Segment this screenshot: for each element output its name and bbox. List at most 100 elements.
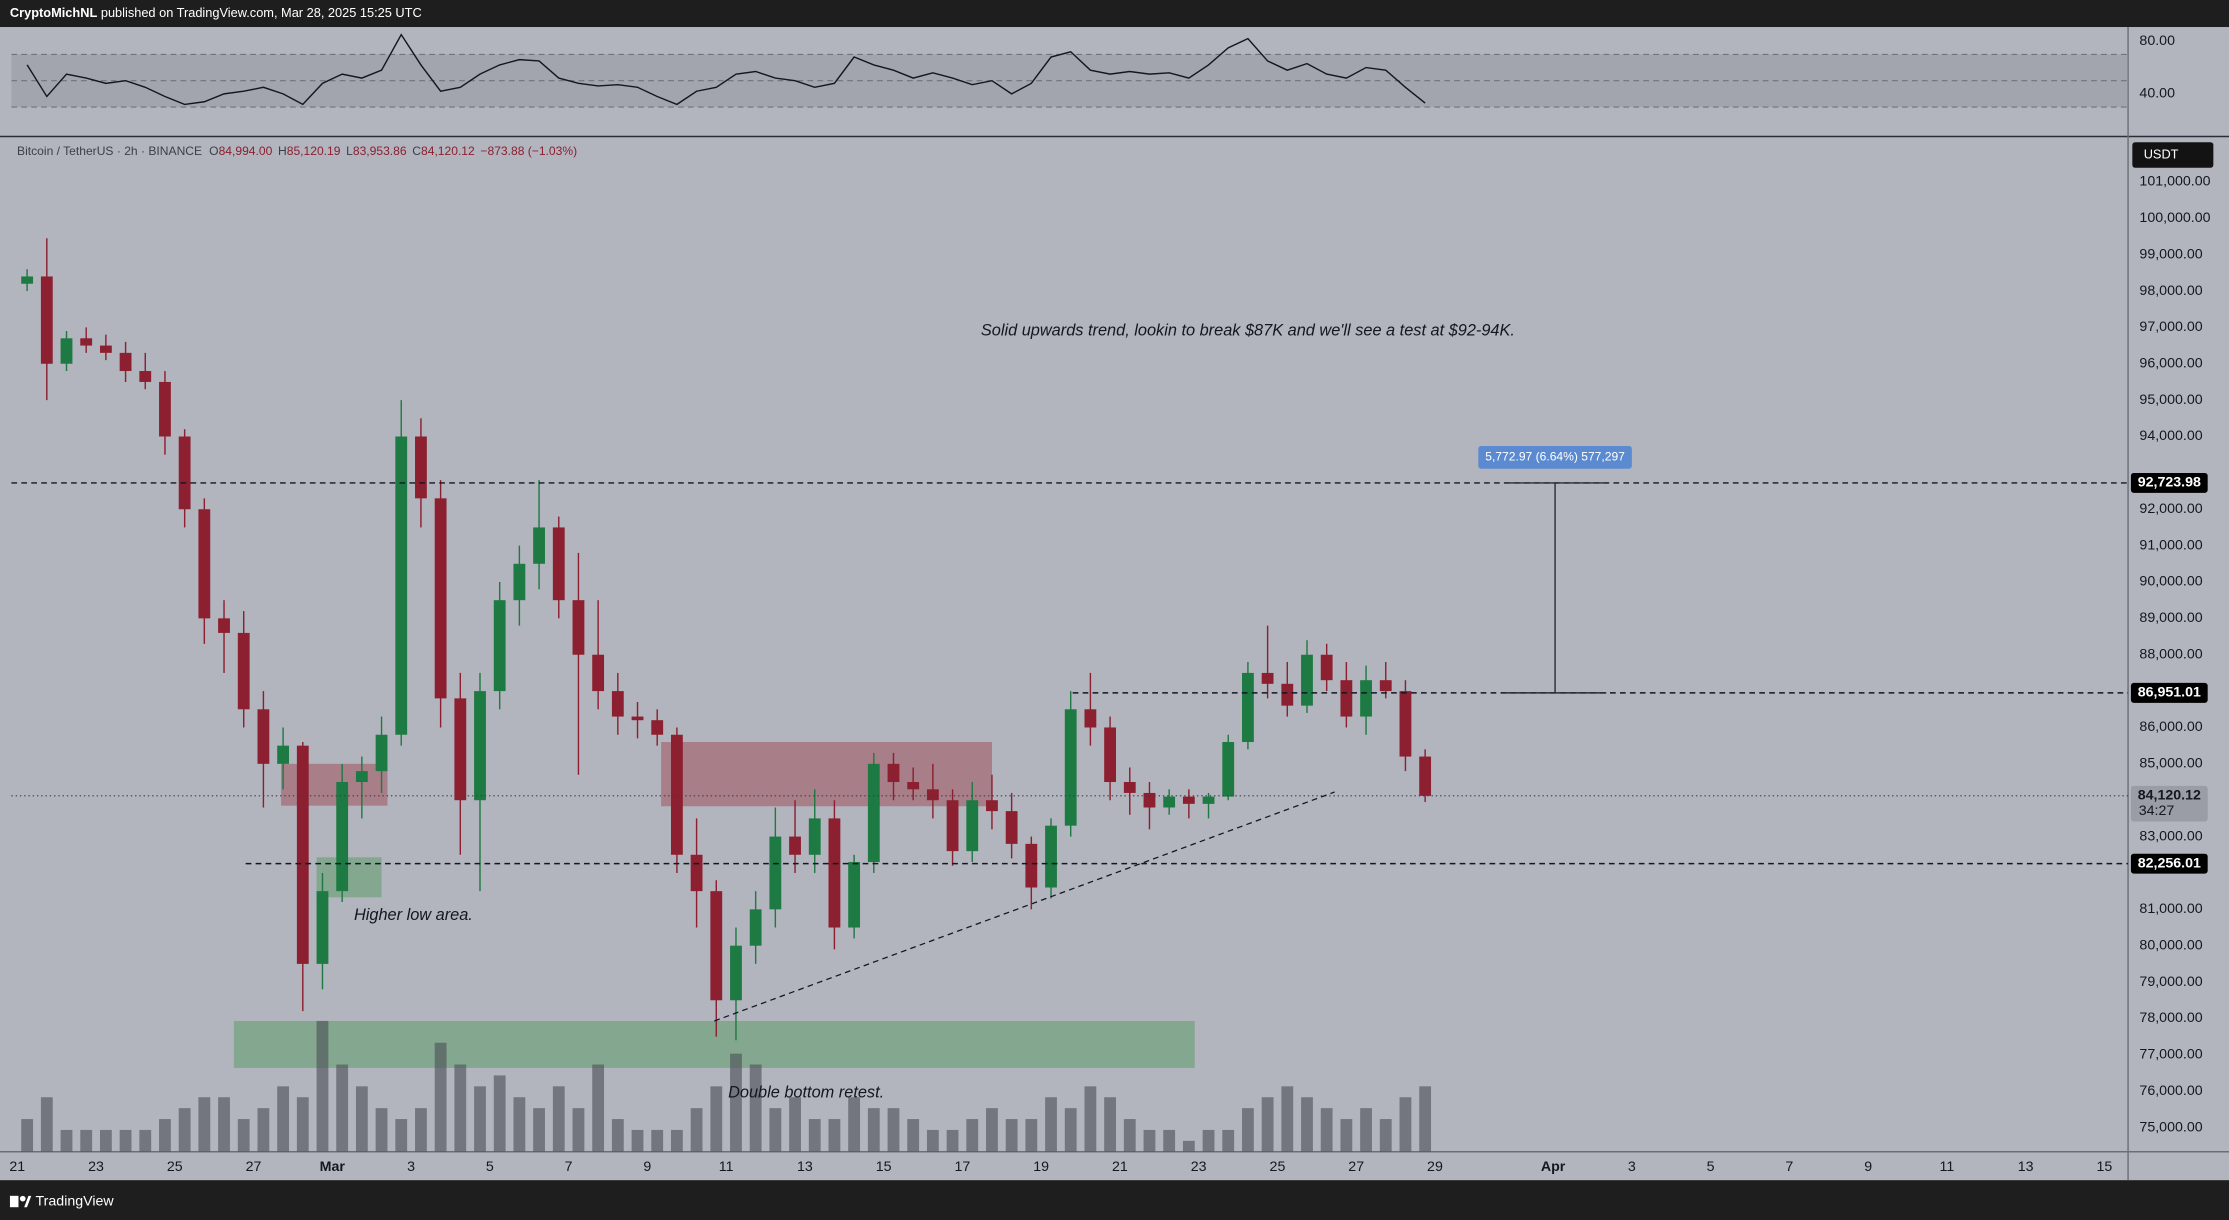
x-tick-label: 9 — [1864, 1159, 1872, 1175]
volume-bar — [1084, 1086, 1097, 1152]
candle-body — [1143, 792, 1156, 808]
candle-body — [631, 716, 644, 721]
x-tick-label: 27 — [1348, 1159, 1364, 1175]
candle-body — [198, 509, 211, 619]
level-label: 82,256.01 — [2138, 855, 2201, 871]
x-tick-label: 25 — [167, 1159, 183, 1175]
candle-body — [690, 854, 703, 892]
candle-body — [1419, 756, 1432, 796]
volume-bar — [966, 1119, 979, 1152]
candle-body — [946, 800, 959, 852]
y-tick-label: 88,000.00 — [2139, 646, 2202, 662]
y-tick-label: 85,000.00 — [2139, 756, 2202, 772]
candle-body — [1281, 683, 1294, 706]
candle-body — [670, 734, 683, 855]
candle-body — [296, 745, 309, 964]
candle-body — [454, 698, 467, 801]
candle-body — [1320, 654, 1333, 681]
volume-bar — [139, 1129, 152, 1152]
y-tick-label: 92,000.00 — [2139, 501, 2202, 517]
volume-bar — [415, 1108, 427, 1152]
candle-body — [1242, 672, 1254, 743]
level-label-box — [2130, 682, 2208, 703]
ohlc-name: C — [412, 144, 421, 158]
ohlc-name: L — [346, 144, 353, 158]
x-tick-label: 23 — [1191, 1159, 1207, 1175]
candle-body — [966, 800, 979, 852]
rsi-tick-label: 80.00 — [2139, 33, 2175, 49]
zone — [661, 742, 992, 807]
volume-bar — [808, 1119, 821, 1152]
volume-bar — [336, 1064, 349, 1152]
candle-body — [1379, 680, 1392, 692]
volume-bar — [986, 1108, 998, 1152]
x-tick-label: 17 — [955, 1159, 971, 1175]
volume-bar — [907, 1119, 920, 1152]
candle-body — [1301, 654, 1313, 706]
candle-body — [40, 276, 53, 364]
volume-bar — [80, 1129, 93, 1152]
volume-bar — [1005, 1119, 1018, 1152]
volume-bar — [769, 1108, 782, 1152]
candle-body — [1005, 811, 1018, 844]
y-tick-label: 89,000.00 — [2139, 610, 2202, 626]
volume-bar — [1281, 1086, 1294, 1152]
candle-body — [1123, 782, 1136, 793]
level-label: 92,723.98 — [2138, 475, 2201, 491]
volume-bar — [395, 1119, 408, 1152]
candle-body — [1261, 672, 1274, 684]
volume-bar — [533, 1108, 545, 1152]
measure-label: 5,772.97 (6.64%) 577,297 — [1485, 450, 1625, 464]
candle-body — [336, 782, 349, 892]
y-tick-label: 95,000.00 — [2139, 392, 2202, 408]
candle-body — [1045, 825, 1057, 888]
currency-box — [2132, 142, 2214, 168]
volume-bar — [651, 1129, 664, 1152]
x-tick-label: 23 — [88, 1159, 104, 1175]
last-price-box — [2130, 785, 2208, 822]
y-tick-label: 86,000.00 — [2139, 719, 2202, 735]
volume-bar — [474, 1086, 486, 1152]
volume-bar — [119, 1129, 132, 1152]
volume-bar — [1104, 1097, 1116, 1152]
candle-body — [218, 618, 230, 633]
candle-body — [611, 691, 624, 717]
candle-body — [572, 600, 585, 655]
candle-body — [434, 498, 447, 699]
volume-bar — [316, 1020, 329, 1152]
candle-body — [1084, 709, 1097, 728]
candle-body — [986, 800, 998, 812]
x-tick-label: 13 — [2018, 1159, 2034, 1175]
zone — [233, 1020, 1195, 1068]
candle-body — [769, 836, 782, 910]
volume-bar — [99, 1129, 112, 1152]
volume-bar — [730, 1053, 742, 1152]
volume-bar — [375, 1108, 388, 1152]
y-tick-label: 76,000.00 — [2139, 1083, 2202, 1099]
candle-body — [1360, 680, 1372, 717]
candle-body — [139, 371, 152, 382]
candle-body — [1222, 742, 1235, 797]
candle-body — [80, 338, 93, 346]
candle-body — [789, 836, 801, 855]
volume-bar — [1301, 1097, 1313, 1152]
volume-bar — [690, 1108, 703, 1152]
candle-body — [552, 527, 565, 601]
volume-bar — [592, 1064, 605, 1152]
candle-body — [513, 563, 526, 601]
y-tick-label: 75,000.00 — [2139, 1119, 2202, 1135]
y-tick-label: 77,000.00 — [2139, 1047, 2202, 1063]
y-tick-label: 98,000.00 — [2139, 283, 2202, 299]
volume-bar — [926, 1129, 939, 1152]
candle-body — [1182, 796, 1195, 804]
volume-bar — [40, 1097, 53, 1152]
volume-bar — [631, 1129, 644, 1152]
author: CryptoMichNL — [10, 6, 98, 21]
x-tick-label: 3 — [1628, 1159, 1636, 1175]
volume-bar — [1261, 1097, 1274, 1152]
candle-body — [355, 771, 368, 783]
volume-bar — [1379, 1119, 1392, 1152]
x-tick-label: 21 — [9, 1159, 25, 1175]
volume-bar — [749, 1064, 762, 1152]
x-tick-label: 15 — [2097, 1159, 2113, 1175]
